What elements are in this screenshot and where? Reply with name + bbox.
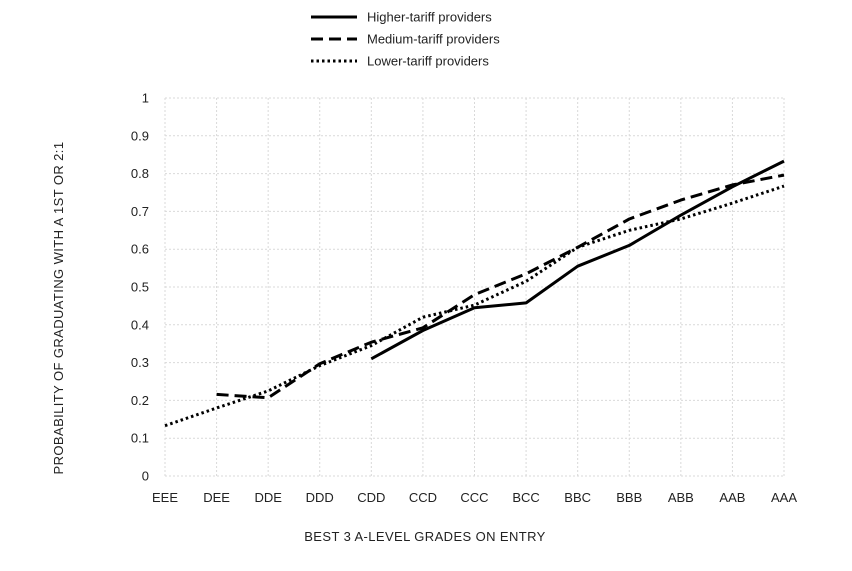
series-line-solid [370,159,785,361]
y-tick-label: 0.2 [131,393,149,408]
x-axis-ticks: EEE DEE DDE DDD CDD CCD CCC BCC BBC BBB ABB AAB AAA [152,490,797,505]
y-tick-label: 1 [142,91,149,106]
y-tick-label: 0.3 [131,355,149,370]
x-tick-label: DEE [203,490,230,505]
grid [164,97,785,477]
x-tick-label: BCC [512,490,539,505]
y-tick-label: 0.6 [131,242,149,257]
x-tick-label: CCC [460,490,488,505]
y-tick-label: 0.9 [131,128,149,143]
x-tick-label: AAB [719,490,745,505]
x-tick-label: BBB [616,490,642,505]
legend-label: Lower-tariff providers [367,54,489,69]
x-axis-title: BEST 3 A-LEVEL GRADES ON ENTRY [304,529,546,544]
y-tick-label: 0.5 [131,280,149,295]
legend-label: Medium-tariff providers [367,32,500,47]
x-tick-label: AAA [771,490,797,505]
x-tick-label: CDD [357,490,385,505]
legend-label: Higher-tariff providers [367,10,492,25]
y-tick-label: 0.4 [131,317,149,332]
legend: Higher-tariff providers Medium-tariff pro… [311,10,500,69]
x-tick-label: ABB [668,490,694,505]
y-tick-label: 0.1 [131,431,149,446]
x-tick-label: CCD [409,490,437,505]
y-axis-ticks: 0 0.1 0.2 0.3 0.4 0.5 0.6 0.7 0.8 0.9 1 [131,91,149,484]
x-tick-label: BBC [564,490,591,505]
y-tick-label: 0.7 [131,204,149,219]
series-line-dashed [216,173,785,400]
x-tick-label: EEE [152,490,178,505]
x-tick-label: DDD [306,490,334,505]
x-tick-label: DDE [254,490,282,505]
y-tick-label: 0 [142,469,149,484]
series-lines [164,159,785,428]
y-tick-label: 0.8 [131,166,149,181]
y-axis-title: PROBABILITY OF GRADUATING WITH A 1ST OR … [51,142,66,475]
